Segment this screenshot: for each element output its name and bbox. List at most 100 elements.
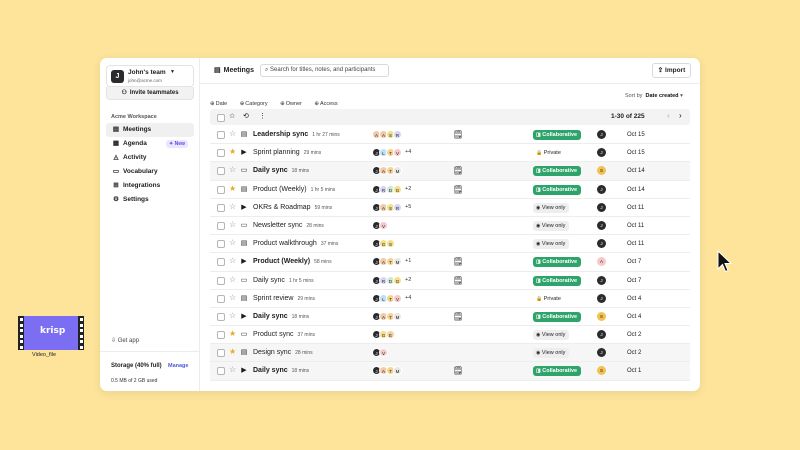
table-row[interactable]: ☆ ▭ Newsletter sync 28 mins J V ◉ View only J Oc…: [210, 217, 690, 236]
table-row[interactable]: ☆ ▶ Product (Weekly) 58 mins J A T M +1 🗒 ◨ Collab…: [210, 253, 690, 272]
meeting-title[interactable]: Product walkthrough 37 mins: [253, 239, 338, 249]
star-icon[interactable]: ★: [229, 347, 237, 357]
invite-teammates-button[interactable]: ⚇ Invite teammates: [106, 87, 194, 100]
sort-control[interactable]: Sort by Date created ▾: [625, 93, 683, 99]
row-checkbox[interactable]: [217, 131, 225, 139]
star-icon[interactable]: ☆: [229, 129, 237, 138]
row-checkbox[interactable]: [217, 221, 225, 230]
chevron-left-icon[interactable]: ‹: [667, 111, 670, 120]
star-icon[interactable]: ☆: [229, 365, 237, 375]
notes-icon[interactable]: 🗒: [453, 275, 464, 285]
access-badge[interactable]: ◨ Collaborative: [533, 184, 582, 195]
star-icon[interactable]: ★: [229, 329, 237, 339]
team-switcher[interactable]: J John's team ▼ john@acme.com: [106, 65, 194, 87]
table-row[interactable]: ☆ ▶ Daily sync 18 mins J A T M 🗒 ◨ Collaborative S…: [210, 362, 690, 381]
meeting-title[interactable]: Design sync 28 mins: [253, 348, 313, 358]
row-checkbox[interactable]: [217, 258, 225, 267]
notes-icon[interactable]: 🗒: [453, 366, 464, 376]
notes-icon[interactable]: 🗒: [453, 184, 464, 194]
filter-date[interactable]: ⊕Date: [210, 101, 227, 107]
notes-icon[interactable]: 🗒: [453, 257, 464, 267]
table-row[interactable]: ☆ ▶ OKRs & Roadmap 59 mins J A S R +5 ◉ View only…: [210, 199, 690, 217]
access-badge[interactable]: ◉ View only: [533, 239, 570, 250]
more-vertical-icon[interactable]: ⋮: [259, 113, 266, 120]
row-checkbox[interactable]: [217, 149, 225, 158]
sidebar-item-integrations[interactable]: ⊞ Integrations: [106, 179, 194, 193]
row-checkbox[interactable]: [217, 203, 225, 212]
row-checkbox[interactable]: [217, 331, 225, 340]
import-button[interactable]: ⇪ Import: [652, 63, 691, 78]
meeting-title[interactable]: Product (Weekly) 1 hr 5 mins: [253, 185, 335, 195]
star-icon[interactable]: ☆: [229, 165, 237, 175]
chevron-right-icon[interactable]: ›: [679, 111, 682, 120]
filter-category[interactable]: ⊕Category: [240, 101, 268, 107]
sidebar-item-activity[interactable]: ◬ Activity: [106, 151, 194, 165]
access-badge[interactable]: 🔒 Private: [533, 294, 565, 304]
access-badge[interactable]: ◨ Collaborative: [533, 366, 582, 377]
search-input[interactable]: ⌕ Search for titles, notes, and particip…: [260, 64, 389, 77]
star-icon[interactable]: ☆: [229, 201, 237, 211]
star-icon[interactable]: ☆: [229, 219, 237, 229]
meeting-title[interactable]: OKRs & Roadmap 59 mins: [253, 203, 332, 213]
table-row[interactable]: ☆ ▶ Daily sync 18 mins J A T M 🗒 ◨ Collaborative S…: [210, 308, 690, 327]
access-badge[interactable]: ◨ Collaborative: [533, 257, 582, 268]
access-badge[interactable]: ◨ Collaborative: [533, 311, 582, 322]
get-app-link[interactable]: ⇩ Get app: [111, 337, 139, 344]
access-badge[interactable]: ◉ View only: [533, 202, 570, 213]
sidebar-item-vocabulary[interactable]: ▭ Vocabulary: [106, 165, 194, 179]
meeting-title[interactable]: Product sync 37 mins: [253, 330, 315, 340]
row-checkbox[interactable]: [217, 294, 225, 303]
notes-icon[interactable]: 🗒: [453, 166, 464, 176]
sidebar-item-meetings[interactable]: ▤ Meetings: [106, 123, 194, 137]
sidebar-item-agenda[interactable]: ▦ Agenda ✦ New: [106, 137, 194, 151]
row-checkbox[interactable]: [217, 367, 225, 376]
star-icon[interactable]: ★: [229, 147, 237, 157]
access-badge[interactable]: ◉ View only: [533, 220, 570, 231]
table-row[interactable]: ★ ▤ Product (Weekly) 1 hr 5 mins J R D G +2 🗒 ◨ Co…: [210, 181, 690, 199]
table-row[interactable]: ☆ ▤ Product walkthrough 37 mins J G S ◉ View on…: [210, 235, 690, 254]
table-row[interactable]: ★ ▶ Sprint planning 29 mins J L T V +4 🔒 Private J…: [210, 144, 690, 163]
star-icon[interactable]: ★: [229, 183, 237, 193]
meeting-title[interactable]: Daily sync 1 hr 5 mins: [253, 276, 314, 286]
row-checkbox[interactable]: [217, 167, 225, 176]
table-row[interactable]: ☆ ▭ Daily sync 1 hr 5 mins J R D G +2 🗒 ◨ Collabor…: [210, 272, 690, 290]
access-badge[interactable]: ◨ Collaborative: [533, 166, 582, 177]
meeting-title[interactable]: Sprint review 29 mins: [253, 294, 315, 304]
filter-access[interactable]: ⊕Access: [314, 101, 337, 107]
access-badge[interactable]: ◨ Collaborative: [533, 130, 582, 140]
meeting-title[interactable]: Sprint planning 29 mins: [253, 148, 321, 158]
star-icon[interactable]: ☆: [229, 274, 237, 284]
video-file-icon[interactable]: krisp: [18, 316, 84, 350]
access-badge[interactable]: 🔒 Private: [533, 148, 565, 158]
table-row[interactable]: ★ ▤ Design sync 28 mins J V ◉ View only J Oct 2: [210, 344, 690, 363]
access-badge[interactable]: ◉ View only: [533, 330, 570, 341]
filter-owner[interactable]: ⊕Owner: [280, 101, 302, 107]
access-badge[interactable]: ◨ Collaborative: [533, 275, 582, 286]
star-icon[interactable]: ☆: [229, 292, 237, 302]
manage-storage-link[interactable]: Manage: [168, 363, 189, 369]
row-checkbox[interactable]: [217, 240, 225, 249]
row-checkbox[interactable]: [217, 276, 225, 285]
star-icon[interactable]: ☆: [229, 238, 237, 248]
row-checkbox[interactable]: [217, 185, 225, 194]
refresh-icon[interactable]: ⟲: [243, 113, 249, 120]
table-row[interactable]: ☆ ▤ Leadership sync 1 hr 27 mins A A S R 🗒 ◨ Coll…: [210, 126, 690, 145]
meeting-title[interactable]: Product (Weekly) 58 mins: [253, 257, 332, 267]
meeting-title[interactable]: Newsletter sync 28 mins: [253, 221, 324, 231]
meeting-title[interactable]: Leadership sync 1 hr 27 mins: [253, 130, 340, 140]
sidebar-item-settings[interactable]: ⚙ Settings: [106, 193, 194, 207]
star-icon[interactable]: ☆: [229, 256, 237, 266]
table-row[interactable]: ★ ▭ Product sync 37 mins J G E ◉ View only J Oct …: [210, 326, 690, 345]
access-badge[interactable]: ◉ View only: [533, 348, 570, 359]
meeting-title[interactable]: Daily sync 18 mins: [253, 166, 309, 176]
star-icon[interactable]: ☆: [229, 310, 237, 320]
notes-icon[interactable]: 🗒: [453, 311, 464, 321]
table-row[interactable]: ☆ ▭ Daily sync 18 mins J A T M 🗒 ◨ Collaborative S…: [210, 162, 690, 181]
notes-icon[interactable]: 🗒: [453, 130, 464, 139]
table-row[interactable]: ☆ ▤ Sprint review 29 mins J L T V +4 🔒 Private J Oc…: [210, 290, 690, 308]
select-all-checkbox[interactable]: [217, 114, 225, 122]
star-icon[interactable]: ☆: [229, 113, 236, 120]
row-checkbox[interactable]: [217, 312, 225, 321]
meeting-title[interactable]: Daily sync 18 mins: [253, 312, 309, 322]
row-checkbox[interactable]: [217, 349, 225, 358]
